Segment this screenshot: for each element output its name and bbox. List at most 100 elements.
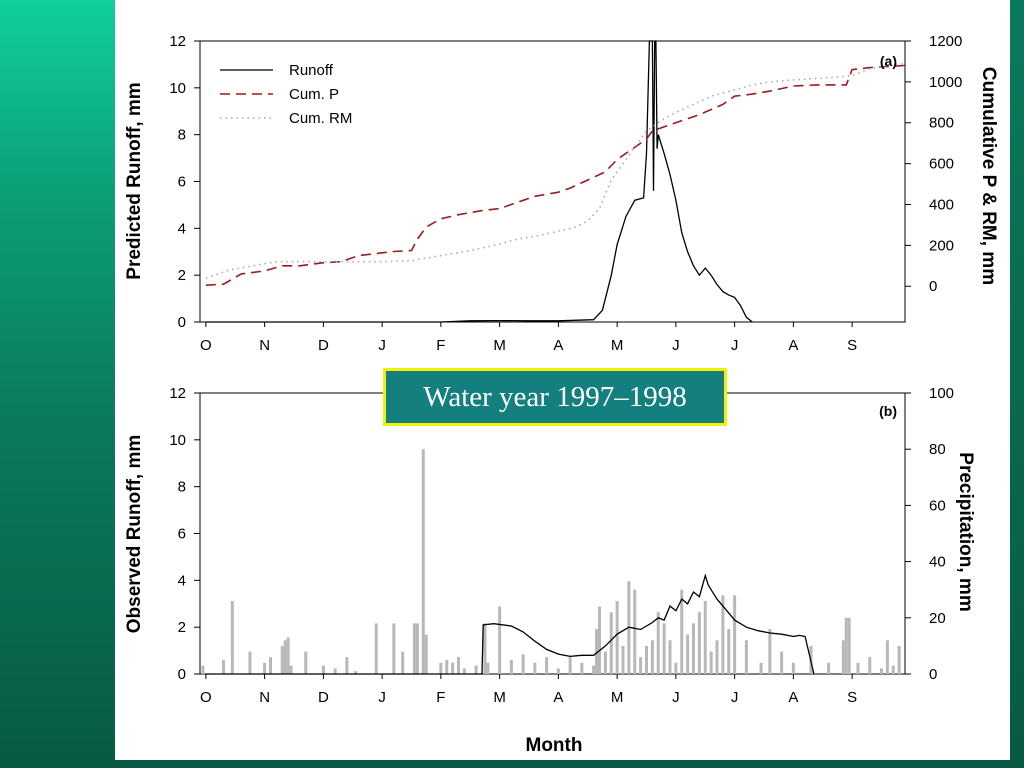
precipitation-bar xyxy=(680,589,684,674)
precipitation-bar xyxy=(374,623,378,674)
slide-title-box: Water year 1997–1998 xyxy=(383,368,727,426)
panel-b-month-tick-label: J xyxy=(731,689,739,706)
precipitation-bar xyxy=(744,640,748,674)
precipitation-bar xyxy=(592,665,596,674)
panel-a-right-tick-label: 0 xyxy=(929,278,937,295)
precipitation-bar xyxy=(603,651,607,674)
precipitation-bar xyxy=(445,659,449,674)
panel-a-left-tick-label: 8 xyxy=(178,127,186,144)
panel-b-right-tick-label: 100 xyxy=(929,385,954,402)
precipitation-bar xyxy=(650,640,654,674)
precipitation-bar xyxy=(321,665,325,674)
precipitation-bar xyxy=(521,654,525,674)
precipitation-bar xyxy=(885,640,889,674)
precipitation-bar xyxy=(791,662,795,674)
precipitation-bar xyxy=(891,665,895,674)
panel-a-series-runoff xyxy=(205,40,753,323)
precipitation-bar xyxy=(615,600,619,674)
precipitation-bar xyxy=(841,640,845,674)
precipitation-bar xyxy=(201,665,205,674)
panel-b-month-tick-label: N xyxy=(259,689,270,706)
panel-b-right-tick-label: 0 xyxy=(929,666,937,683)
panel-a-month-tick-label: A xyxy=(788,337,798,354)
precipitation-bar xyxy=(880,668,883,674)
panel-b-left-tick-label: 2 xyxy=(178,619,186,636)
right-decor-band xyxy=(1010,0,1024,768)
precipitation-bar xyxy=(721,595,725,674)
panel-b-right-tick-label: 80 xyxy=(929,441,946,458)
precipitation-bar xyxy=(509,659,513,674)
precipitation-bar xyxy=(656,612,660,674)
precipitation-bar xyxy=(686,634,690,674)
precipitation-bar xyxy=(662,623,666,674)
precipitation-bar xyxy=(230,600,234,674)
precipitation-bar xyxy=(333,668,337,674)
precipitation-bar xyxy=(222,659,225,674)
precipitation-bar xyxy=(727,629,731,674)
panel-b-precip-bars xyxy=(201,449,901,674)
precipitation-bar xyxy=(844,617,848,674)
panel-b-month-tick-label: M xyxy=(493,689,506,706)
panel-b-xlabel: Month xyxy=(526,735,583,756)
precipitation-bar xyxy=(703,600,707,674)
precipitation-bar xyxy=(847,617,851,674)
panel-b-month-tick-label: J xyxy=(672,689,680,706)
precipitation-bar xyxy=(709,651,713,674)
panel-b-right-tick-label: 20 xyxy=(929,610,946,627)
panel-b-left-tick-label: 6 xyxy=(178,526,186,543)
precipitation-bar xyxy=(486,662,490,674)
precipitation-bar xyxy=(474,665,478,674)
panel-b-ylabel: Observed Runoff, mm xyxy=(124,435,145,633)
precipitation-bar xyxy=(692,623,695,674)
panel-b-month-tick-label: S xyxy=(847,689,857,706)
precipitation-bar xyxy=(827,662,831,674)
precipitation-bar xyxy=(483,623,487,674)
panel-a-left-tick-label: 2 xyxy=(178,267,186,284)
precipitation-bar xyxy=(248,651,252,674)
precipitation-bar xyxy=(768,629,772,674)
precipitation-bar xyxy=(354,671,358,674)
precipitation-bar xyxy=(345,657,349,674)
panel-b-y2label: Precipitation, mm xyxy=(955,452,976,611)
panel-a-right-tick-label: 400 xyxy=(929,196,954,213)
precipitation-bar xyxy=(457,657,460,674)
panel-a-series xyxy=(205,40,906,323)
precipitation-bar xyxy=(289,665,293,674)
panel-a-left-tick-label: 4 xyxy=(178,220,186,237)
panel-b-month-tick-label: A xyxy=(788,689,798,706)
panel-a-ylabel: Predicted Runoff, mm xyxy=(124,82,145,279)
slide-title: Water year 1997–1998 xyxy=(423,380,687,413)
legend-cum-p-label: Cum. P xyxy=(289,86,339,103)
panel-b-right-axis: 0 20 40 60 80 100 xyxy=(905,385,954,683)
precipitation-bar xyxy=(668,640,672,674)
precipitation-bar xyxy=(401,651,405,674)
left-decor-band xyxy=(0,0,115,768)
precipitation-bar xyxy=(897,645,901,674)
precipitation-bar xyxy=(715,640,719,674)
precipitation-bar xyxy=(868,657,872,674)
panel-a-month-tick-label: J xyxy=(731,337,739,354)
panel-b-label: (b) xyxy=(879,403,897,419)
precipitation-bar xyxy=(283,640,287,674)
bottom-decor-band xyxy=(115,760,1024,768)
precipitation-bar xyxy=(412,623,416,674)
precipitation-bar xyxy=(674,662,678,674)
panel-b-left-tick-label: 8 xyxy=(178,479,186,496)
precipitation-bar xyxy=(533,662,537,674)
precipitation-bar xyxy=(280,645,284,674)
panel-b-month-tick-label: A xyxy=(553,689,563,706)
precipitation-bar xyxy=(759,662,763,674)
precipitation-bar xyxy=(639,657,643,674)
panel-a-frame xyxy=(199,40,906,323)
precipitation-bar xyxy=(568,657,572,674)
precipitation-bar xyxy=(498,606,502,674)
panel-b-right-tick-label: 60 xyxy=(929,497,946,514)
precipitation-bar xyxy=(621,645,625,674)
panel-a-month-tick-label: O xyxy=(200,337,212,354)
precipitation-bar xyxy=(580,662,584,674)
precipitation-bar xyxy=(263,662,267,674)
precipitation-bar xyxy=(633,589,637,674)
